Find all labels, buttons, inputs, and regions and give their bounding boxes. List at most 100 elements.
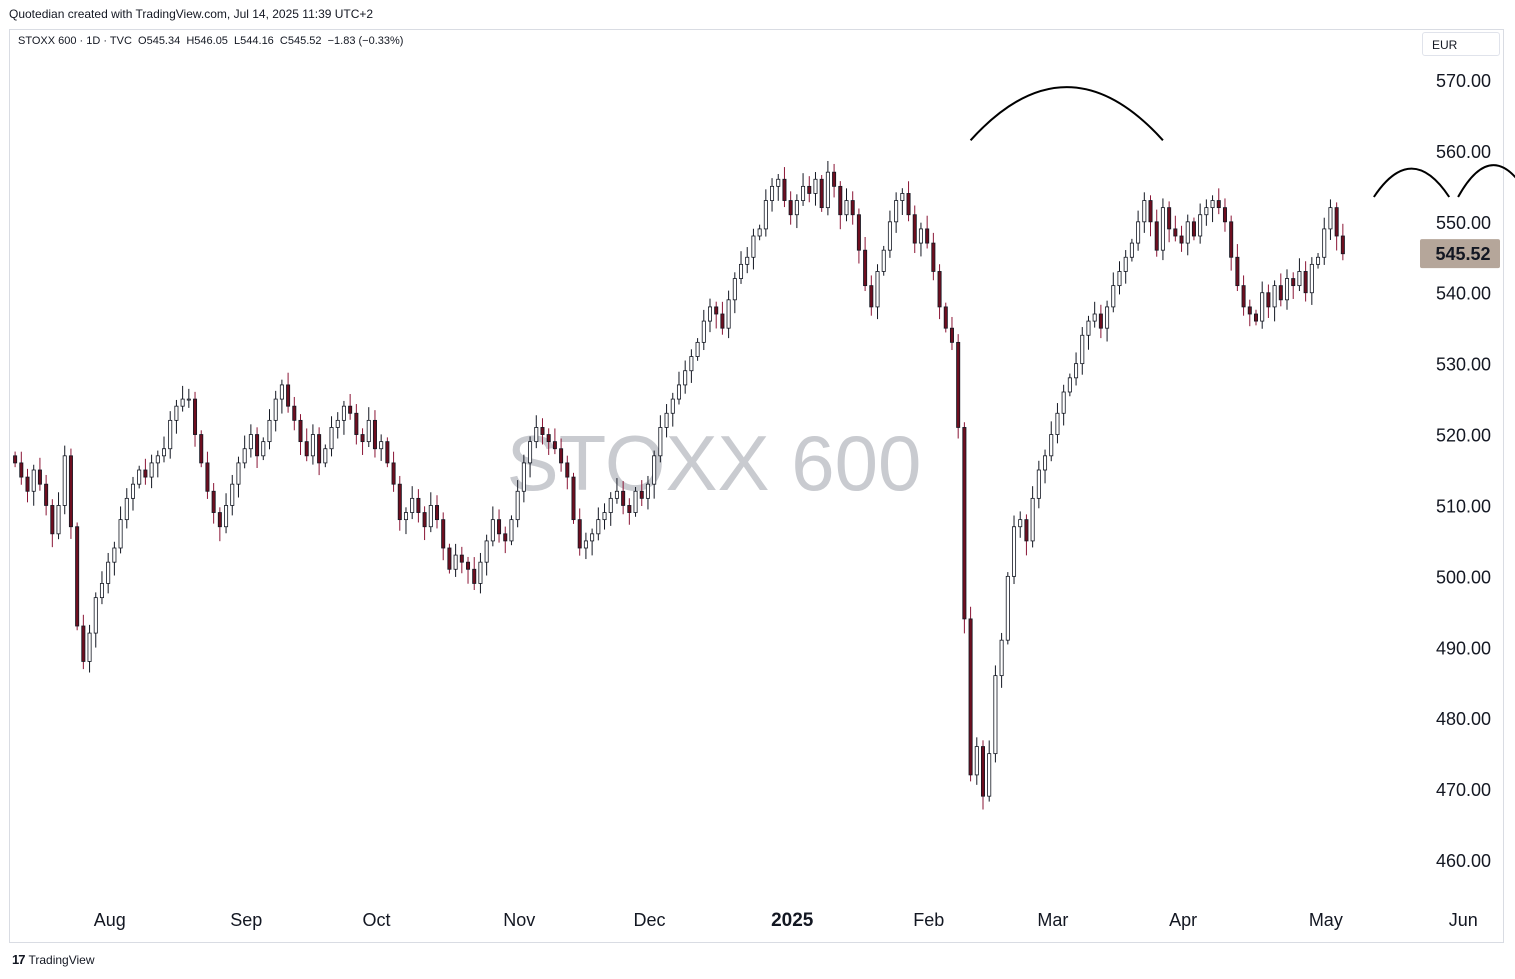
candle-body xyxy=(130,483,135,499)
candle-body xyxy=(304,441,309,457)
candle-body xyxy=(1322,228,1327,258)
candle-body xyxy=(621,490,626,506)
candle-body xyxy=(472,568,477,584)
candle-body xyxy=(372,419,377,450)
candle-body xyxy=(1049,434,1054,457)
candle-body xyxy=(745,256,750,265)
candle-body xyxy=(199,434,204,464)
x-tick-label: Feb xyxy=(913,910,944,930)
candle-body xyxy=(1179,235,1184,244)
candle-body xyxy=(1092,313,1097,322)
candle-body xyxy=(708,306,713,322)
price-axis[interactable]: 570.00 560.00 550.00 540.00 530.00 520.00 510.… xyxy=(1436,71,1491,871)
candle-body xyxy=(912,214,917,244)
y-tick-label: 490.00 xyxy=(1436,638,1491,658)
candle-body xyxy=(714,306,719,315)
tradingview-logo-icon: 17 xyxy=(12,952,26,967)
candle-body xyxy=(87,632,92,662)
candle-body xyxy=(1340,235,1345,255)
candle-body xyxy=(807,185,812,194)
last-price-background xyxy=(1420,239,1500,269)
candle-body xyxy=(186,398,191,401)
candle-body xyxy=(478,561,483,584)
last-price-label: 545.52 xyxy=(1420,239,1500,269)
candle-body xyxy=(968,618,973,776)
candle-body xyxy=(1334,207,1339,237)
candle-body xyxy=(571,476,576,521)
candle-body xyxy=(521,462,526,492)
candle-body xyxy=(403,512,408,521)
candle-body xyxy=(832,171,837,187)
candle-body xyxy=(193,398,198,435)
candle-body xyxy=(676,384,681,400)
candle-body xyxy=(900,193,905,201)
candle-body xyxy=(732,278,737,301)
candle-body xyxy=(397,483,402,521)
candle-body xyxy=(1222,207,1227,223)
y-tick-label: 480.00 xyxy=(1436,709,1491,729)
candle-body xyxy=(515,490,520,521)
candle-body xyxy=(68,455,73,528)
candle-body xyxy=(267,419,272,443)
currency-selector[interactable]: EUR xyxy=(1422,32,1500,56)
candle-body xyxy=(664,412,669,428)
candle-body xyxy=(50,505,55,535)
candle-body xyxy=(1241,285,1246,308)
candle-body xyxy=(385,441,390,464)
candle-body xyxy=(1012,526,1017,577)
candle-body xyxy=(1036,469,1041,499)
x-tick-label: Mar xyxy=(1037,910,1068,930)
candle-body xyxy=(497,519,502,535)
candle-body xyxy=(112,547,117,563)
candle-body xyxy=(1074,363,1079,379)
candle-body xyxy=(1173,228,1178,237)
candle-body xyxy=(1117,271,1122,287)
candle-body xyxy=(341,405,346,421)
candle-body xyxy=(484,540,489,563)
candle-body xyxy=(447,547,452,570)
candle-body xyxy=(999,639,1004,677)
candle-body xyxy=(1167,207,1172,230)
candle-body xyxy=(658,427,663,457)
candle-body xyxy=(670,398,675,414)
candle-body xyxy=(1018,519,1023,528)
candle-body xyxy=(974,746,979,776)
candle-body xyxy=(894,200,899,223)
candle-body xyxy=(25,476,30,492)
candle-body xyxy=(856,214,861,251)
candle-body xyxy=(1160,207,1165,251)
candles-group xyxy=(13,160,1345,810)
candle-body xyxy=(459,554,464,563)
candle-body xyxy=(639,490,644,499)
candle-body xyxy=(627,505,632,513)
candle-body xyxy=(37,469,42,485)
candle-body xyxy=(490,519,495,542)
candle-body xyxy=(931,242,936,272)
candle-body xyxy=(143,469,148,478)
candle-body xyxy=(174,405,179,421)
footer-brand: 17 TradingView xyxy=(12,952,95,967)
candle-body xyxy=(565,462,570,478)
candle-body xyxy=(1123,256,1128,272)
y-tick-label: 500.00 xyxy=(1436,567,1491,587)
candle-body xyxy=(391,462,396,485)
candle-body xyxy=(428,505,433,528)
candle-body xyxy=(1136,221,1141,244)
candle-body xyxy=(788,200,793,216)
candle-body xyxy=(248,434,253,450)
candle-body xyxy=(1098,313,1103,329)
candle-body xyxy=(801,185,806,201)
x-tick-label: Sep xyxy=(230,910,262,930)
candle-body xyxy=(1309,263,1314,294)
candle-body xyxy=(552,441,557,450)
candle-body xyxy=(534,427,539,443)
time-axis[interactable]: AugSepOctNovDec2025FebMarAprMayJunJul xyxy=(94,910,1515,931)
x-tick-label: Aug xyxy=(94,910,126,930)
y-tick-label: 520.00 xyxy=(1436,426,1491,446)
candle-body xyxy=(819,178,824,209)
candle-body xyxy=(106,561,111,584)
candle-body xyxy=(652,455,657,485)
candle-body xyxy=(453,554,458,570)
candle-body xyxy=(435,505,440,521)
